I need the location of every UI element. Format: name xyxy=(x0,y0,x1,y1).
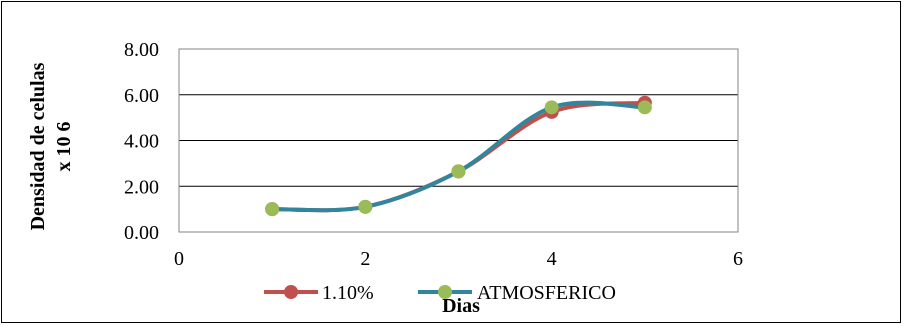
data-point xyxy=(637,100,652,115)
series-line xyxy=(272,100,645,213)
legend-label: ATMOSFERICO xyxy=(477,282,616,304)
x-tick-label: 2 xyxy=(360,248,370,270)
y-axis-title-line: x 10 6 xyxy=(53,122,75,172)
x-tick-label: 4 xyxy=(547,248,557,270)
y-tick-label: 0.00 xyxy=(124,222,159,244)
legend-item: 1.10% xyxy=(264,282,374,304)
x-tick-label: 6 xyxy=(733,248,743,270)
x-axis-ticks: 0 2 4 6 xyxy=(174,248,743,270)
data-point xyxy=(358,199,373,214)
y-axis-title: Densidad de celulas x 10 6 xyxy=(27,62,75,230)
data-point xyxy=(544,100,559,115)
y-tick-label: 6.00 xyxy=(124,85,159,107)
plot-area xyxy=(178,48,739,233)
legend-marker xyxy=(284,285,298,299)
data-point xyxy=(265,202,280,217)
legend-marker xyxy=(438,285,452,299)
series-0 xyxy=(265,95,652,217)
y-tick-label: 2.00 xyxy=(124,176,159,198)
y-axis-ticks: 0.00 2.00 4.00 6.00 8.00 xyxy=(124,39,159,244)
legend: 1.10% ATMOSFERICO xyxy=(264,282,616,304)
y-axis-title-line: Densidad de celulas xyxy=(27,62,49,230)
legend-item: ATMOSFERICO xyxy=(418,282,616,304)
series-1 xyxy=(265,100,652,217)
x-tick-label: 0 xyxy=(174,248,184,270)
series-layer xyxy=(265,95,652,217)
data-point xyxy=(451,164,466,179)
y-tick-label: 8.00 xyxy=(124,39,159,61)
series-line xyxy=(272,100,646,213)
x-axis-title: Dias xyxy=(442,295,480,317)
legend-label: 1.10% xyxy=(322,282,374,304)
y-tick-label: 4.00 xyxy=(124,131,159,153)
